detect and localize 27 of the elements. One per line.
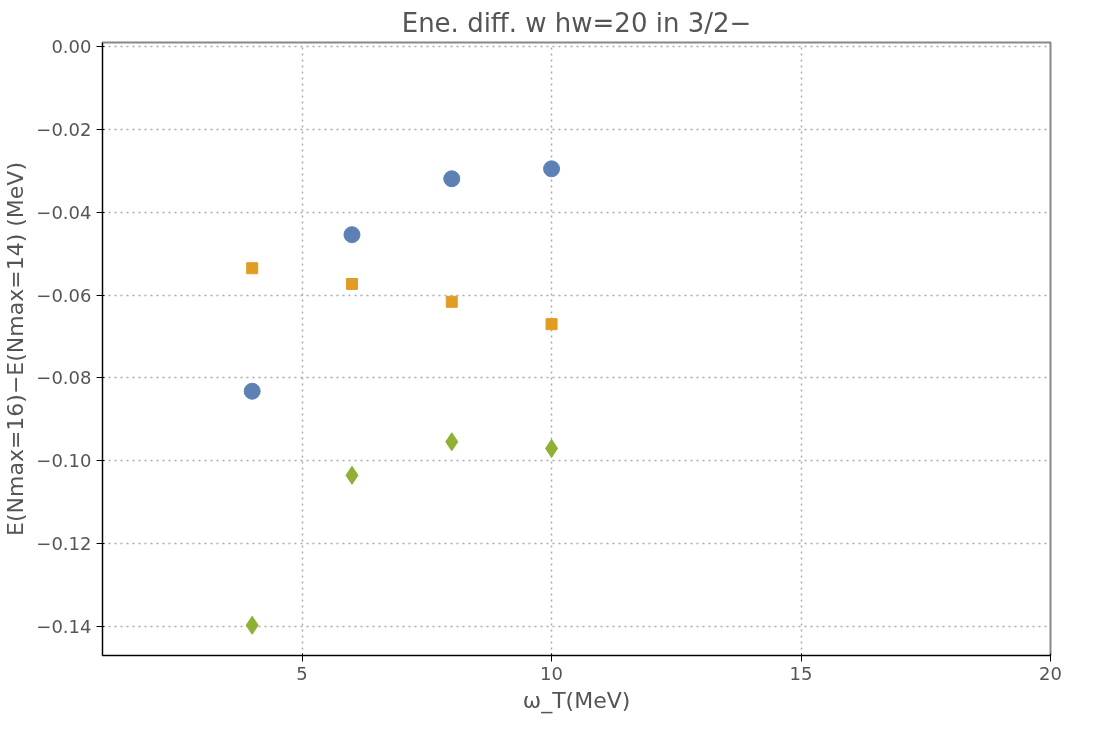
y-tick-label: −0.12: [36, 533, 92, 555]
y-tick-label: −0.08: [36, 367, 92, 389]
y-tick-label: −0.02: [36, 118, 92, 140]
y-axis-title: E(Nmax=16)−E(Nmax=14) (MeV): [3, 162, 29, 536]
x-tick-label: 5: [296, 662, 308, 684]
x-tick-label: 10: [540, 662, 564, 684]
point: [545, 318, 558, 331]
chart-title: Ene. diff. w hw=20 in 3/2−: [401, 7, 752, 38]
point: [445, 295, 458, 308]
point: [243, 382, 261, 400]
x-axis-title: ω_T(MeV): [522, 687, 631, 714]
y-tick-label: −0.14: [36, 616, 92, 638]
point: [245, 615, 259, 635]
point: [246, 262, 259, 275]
point: [345, 277, 358, 290]
x-tick-label: 15: [789, 662, 813, 684]
point: [343, 226, 361, 244]
point: [543, 160, 561, 178]
point: [445, 432, 459, 452]
y-tick-label: −0.04: [36, 201, 92, 223]
point: [345, 465, 359, 485]
point: [545, 438, 559, 458]
y-tick-label: −0.10: [36, 450, 92, 472]
x-tick-label: 20: [1039, 662, 1062, 684]
y-tick-label: 0.00: [51, 36, 92, 58]
point: [443, 170, 461, 188]
y-tick-label: −0.06: [36, 284, 92, 306]
